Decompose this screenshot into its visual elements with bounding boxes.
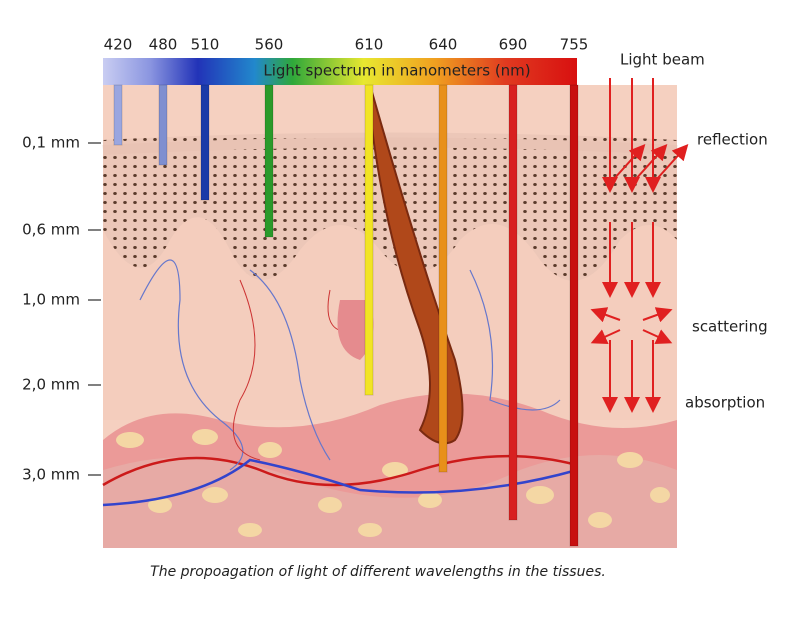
absorption-label: absorption: [685, 394, 765, 412]
beam-label: Light beam: [620, 51, 705, 69]
depth-label: 2,0 mm: [22, 376, 80, 394]
arrow: [612, 144, 646, 181]
reflection-label: reflection: [697, 131, 768, 149]
wavelength-label: 610: [355, 36, 384, 54]
skin-section: [102, 58, 678, 548]
wavelength-label: 420: [104, 36, 133, 54]
wavelength-label: 510: [191, 36, 220, 54]
depth-label: 1,0 mm: [22, 291, 80, 309]
arrow: [642, 307, 673, 323]
arrow: [634, 144, 668, 181]
spectrum-title: Light spectrum in nanometers (nm): [263, 62, 530, 80]
wavelength-bar: [200, 84, 210, 201]
wavelength-bar: [158, 84, 168, 166]
arrow: [642, 329, 673, 344]
wavelength-bar: [569, 84, 579, 547]
caption: The propoagation of light of different w…: [150, 564, 606, 580]
depth-label: 0,1 mm: [22, 134, 80, 152]
wavelength-bar: [113, 84, 123, 146]
wavelength-label: 480: [149, 36, 178, 54]
wavelength-bar: [508, 84, 518, 521]
arrow: [590, 307, 621, 323]
wavelength-label: 560: [255, 36, 284, 54]
wavelength-bar: [438, 84, 448, 473]
arrow: [590, 329, 621, 344]
wavelength-label: 755: [560, 36, 589, 54]
depth-label: 3,0 mm: [22, 466, 80, 484]
scattering-label: scattering: [692, 318, 768, 336]
wavelength-bars: [113, 84, 579, 547]
light-arrows: [590, 78, 689, 413]
arrow: [655, 144, 689, 181]
wavelength-label: 690: [499, 36, 528, 54]
depth-label: 0,6 mm: [22, 221, 80, 239]
wavelength-bar: [364, 84, 374, 396]
wavelength-bar: [264, 84, 274, 238]
wavelength-label: 640: [429, 36, 458, 54]
